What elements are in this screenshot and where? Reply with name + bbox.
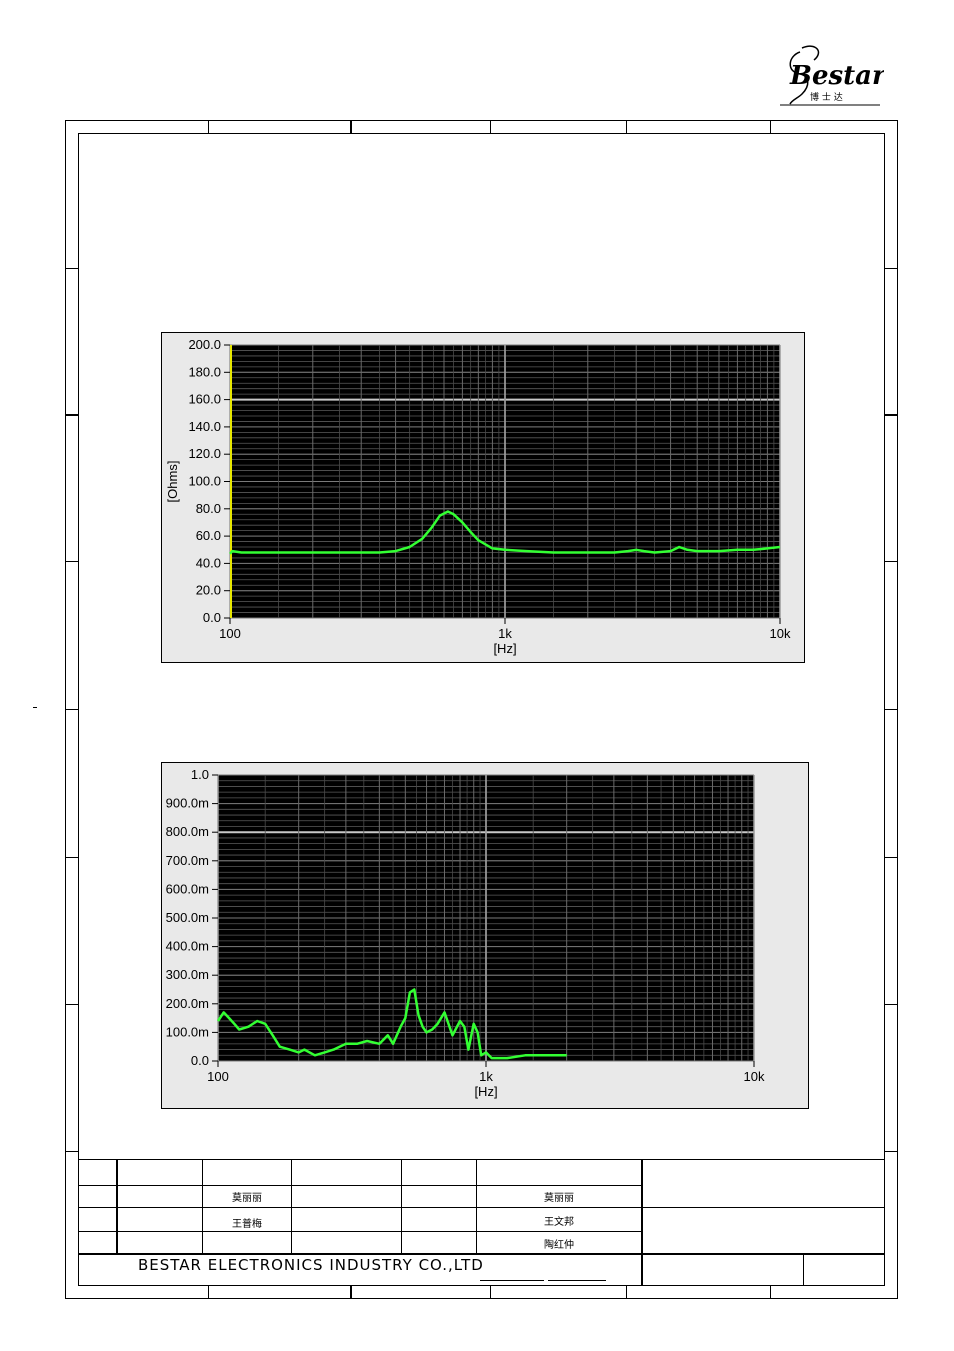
x-axis-label: [Hz] bbox=[474, 1084, 497, 1099]
x-tick-label: 100 bbox=[219, 626, 241, 641]
x-tick-label: 10k bbox=[770, 626, 791, 641]
authorized-by-name: 陶红仲 bbox=[544, 1240, 574, 1251]
impedance-chart-svg: 200.0 180.0 160.0 140.0 120.0 100.0 80.0 60.0 40… bbox=[165, 337, 791, 656]
y-tick-label: 600.0m bbox=[166, 881, 209, 896]
y-tick-label: 160.0 bbox=[188, 392, 221, 407]
y-tick-label: 300.0m bbox=[166, 967, 209, 982]
svg-text:Bestar: Bestar bbox=[789, 61, 884, 91]
y-tick-label: 140.0 bbox=[188, 419, 221, 434]
y-tick-label: 700.0m bbox=[166, 853, 209, 868]
distortion-chart-svg: 1.0 900.0m 800.0m 700.0m 600.0m 500.0m 400.0m 3… bbox=[166, 767, 765, 1099]
y-tick-label: 500.0m bbox=[166, 910, 209, 925]
approved-by-name: 王文邦 bbox=[544, 1217, 574, 1228]
y-tick-label: 0.0 bbox=[203, 610, 221, 625]
bestar-logo: Bestar 博 士 达 bbox=[780, 45, 884, 106]
y-tick-label: 60.0 bbox=[196, 528, 221, 543]
company-name: BESTAR ELECTRONICS INDUSTRY CO.,LTD bbox=[138, 1256, 484, 1274]
y-tick-label: 900.0m bbox=[166, 796, 209, 811]
data-series-line bbox=[216, 988, 567, 1060]
y-tick-label: 120.0 bbox=[188, 446, 221, 461]
data-series-line bbox=[229, 510, 781, 555]
y-tick-label: 20.0 bbox=[196, 583, 221, 598]
y-tick-label: 800.0m bbox=[166, 824, 209, 839]
title-block: 莫丽丽 莫丽丽 王普梅 王文邦 陶红仲 bbox=[78, 1159, 885, 1286]
y-tick-label: 80.0 bbox=[196, 501, 221, 516]
impedance-chart: 200.0 180.0 160.0 140.0 120.0 100.0 80.0 60.0 40… bbox=[161, 332, 805, 663]
reviewed-by-name: 王普梅 bbox=[232, 1219, 262, 1230]
x-tick-label: 1k bbox=[479, 1069, 493, 1084]
y-tick-label: 200.0 bbox=[188, 337, 221, 352]
y-tick-label: 100.0m bbox=[166, 1024, 209, 1039]
x-tick-label: 1k bbox=[498, 626, 512, 641]
y-axis-label: [Ohms] bbox=[165, 461, 180, 503]
margin-dash bbox=[33, 707, 37, 708]
y-tick-label: 1.0 bbox=[191, 767, 209, 782]
x-tick-label: 100 bbox=[207, 1069, 229, 1084]
y-tick-label: 40.0 bbox=[196, 555, 221, 570]
drawn-by-name: 莫丽丽 bbox=[232, 1193, 262, 1204]
x-tick-label: 10k bbox=[744, 1069, 765, 1084]
checked-by-name: 莫丽丽 bbox=[544, 1193, 574, 1204]
y-tick-label: 400.0m bbox=[166, 939, 209, 954]
y-tick-label: 200.0m bbox=[166, 996, 209, 1011]
logo-chinese: 博 士 达 bbox=[810, 91, 843, 103]
y-tick-label: 100.0 bbox=[188, 474, 221, 489]
x-axis-label: [Hz] bbox=[493, 641, 516, 656]
y-tick-label: 0.0 bbox=[191, 1053, 209, 1068]
y-tick-label: 180.0 bbox=[188, 364, 221, 379]
distortion-chart: 1.0 900.0m 800.0m 700.0m 600.0m 500.0m 400.0m 3… bbox=[161, 762, 809, 1109]
drawing-frame-inner bbox=[78, 133, 885, 1286]
